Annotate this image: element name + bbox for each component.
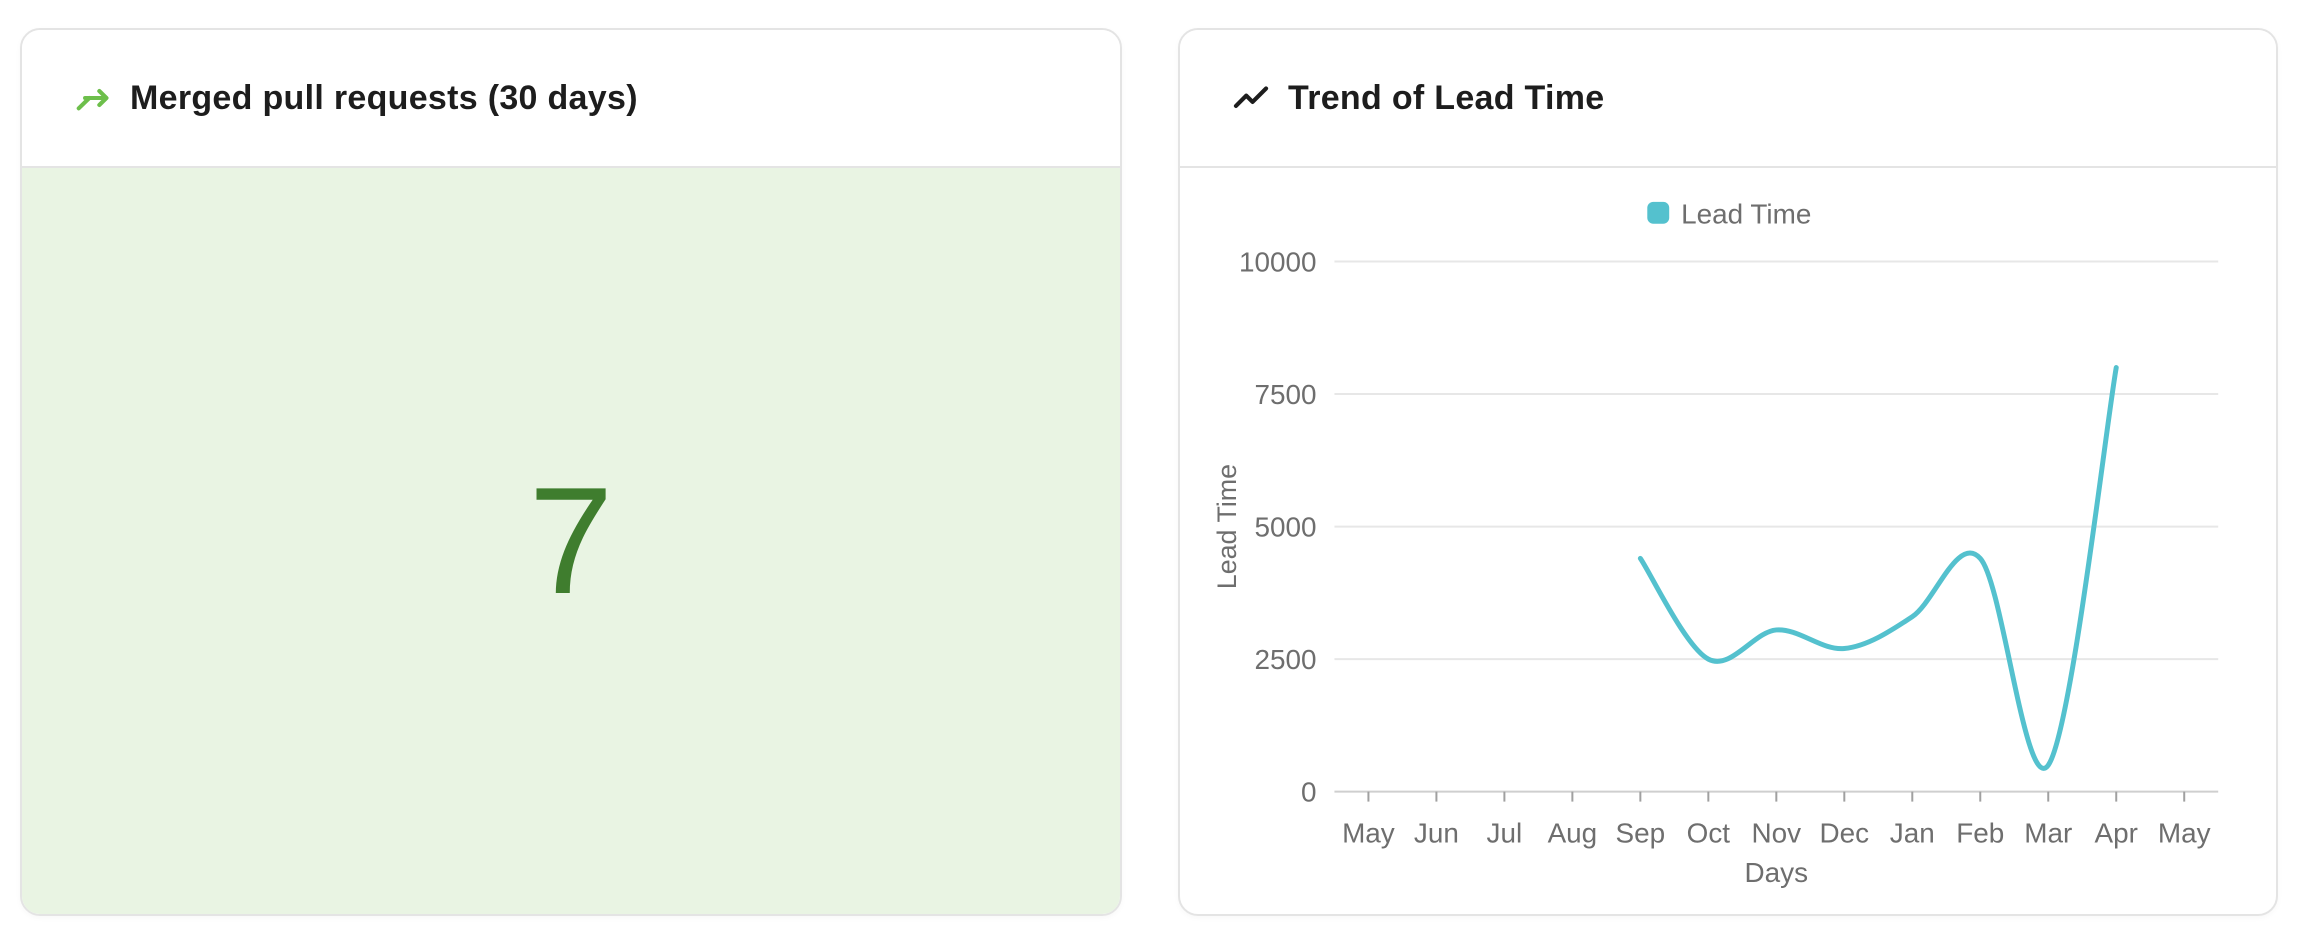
lead-time-card: Trend of Lead Time 0 2500 5000 7500 10000 May… — [1178, 28, 2278, 916]
lead-time-card-title: Trend of Lead Time — [1288, 78, 1605, 117]
x-tick-label: Sep — [1616, 817, 1666, 848]
y-tick-label: 5000 — [1254, 512, 1316, 543]
legend-label[interactable]: Lead Time — [1681, 199, 1811, 230]
merge-arrow-icon — [76, 88, 109, 111]
x-tick-label: Feb — [1956, 817, 2004, 848]
lead-time-chart-panel: 0 2500 5000 7500 10000 May Jun Jul Aug Sep Oct Nov D… — [1180, 168, 2276, 914]
x-tick-label: Jul — [1487, 817, 1523, 848]
y-tick-label: 0 — [1301, 777, 1317, 808]
x-tick-label: Mar — [2024, 817, 2072, 848]
x-tick-label: Oct — [1687, 817, 1731, 848]
lead-time-card-header: Trend of Lead Time — [1180, 30, 2276, 168]
x-tick-label: Dec — [1820, 817, 1870, 848]
x-tick-label: Nov — [1752, 817, 1802, 848]
trend-line-icon — [1233, 86, 1269, 108]
merged-pr-card: Merged pull requests (30 days) 7 — [20, 28, 1122, 916]
legend-swatch[interactable] — [1647, 201, 1670, 224]
merged-pr-count: 7 — [528, 456, 614, 626]
merged-pr-card-header: Merged pull requests (30 days) — [22, 30, 1120, 168]
x-tick-label: Jan — [1890, 817, 1935, 848]
merged-pr-card-body: 7 — [22, 168, 1120, 914]
y-axis-title: Lead Time — [1212, 464, 1242, 589]
y-tick-label: 10000 — [1239, 246, 1317, 277]
x-axis-title: Days — [1745, 857, 1809, 888]
lead-time-chart-canvas[interactable]: 0 2500 5000 7500 10000 May Jun Jul Aug Sep Oct Nov D… — [1180, 168, 2276, 914]
y-tick-label: 7500 — [1254, 379, 1316, 410]
x-tick-label: May — [2158, 817, 2211, 848]
x-tick-label: Apr — [2095, 817, 2138, 848]
y-tick-label: 2500 — [1254, 644, 1316, 675]
merged-pr-card-title: Merged pull requests (30 days) — [130, 78, 638, 117]
x-tick-label: Jun — [1414, 817, 1459, 848]
lead-time-series-line[interactable] — [1637, 365, 2119, 771]
x-tick-label: May — [1342, 817, 1395, 848]
x-tick-label: Aug — [1548, 817, 1598, 848]
